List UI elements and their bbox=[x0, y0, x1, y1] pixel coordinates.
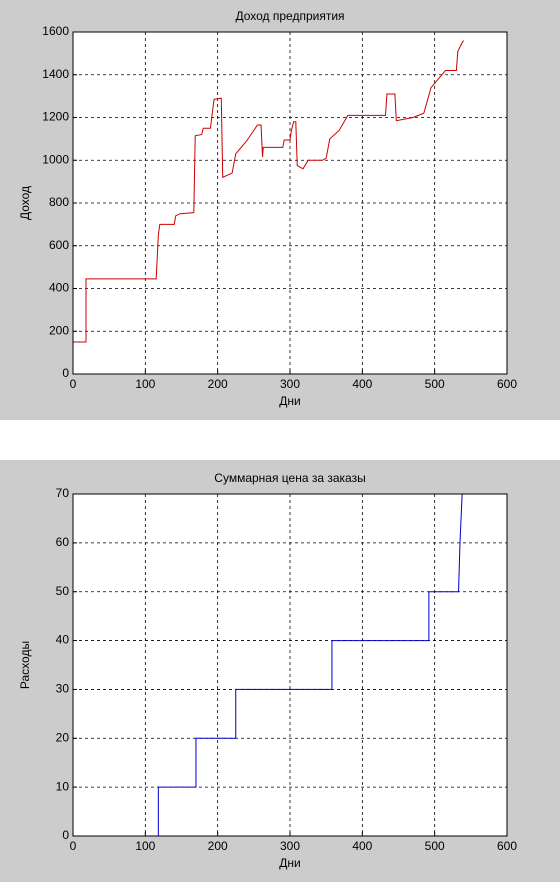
y-tick-label: 40 bbox=[56, 633, 70, 647]
y-tick-label: 30 bbox=[56, 682, 70, 696]
y-tick-label: 1600 bbox=[42, 24, 69, 38]
y-tick-label: 1400 bbox=[42, 67, 69, 81]
x-axis-label: Дни bbox=[279, 394, 300, 408]
y-axis-label: Расходы bbox=[18, 641, 32, 689]
y-tick-label: 400 bbox=[49, 281, 69, 295]
y-tick-label: 800 bbox=[49, 195, 69, 209]
y-tick-label: 70 bbox=[56, 486, 70, 500]
axes-frame bbox=[72, 493, 508, 837]
x-tick-label: 400 bbox=[352, 377, 372, 391]
data-line bbox=[73, 493, 464, 837]
chart-title: Доход предприятия bbox=[235, 9, 344, 23]
x-tick-label: 200 bbox=[208, 377, 228, 391]
y-tick-label: 0 bbox=[62, 828, 69, 842]
x-tick-label: 500 bbox=[425, 839, 445, 853]
x-tick-label: 300 bbox=[280, 377, 300, 391]
y-axis-label: Доход bbox=[18, 186, 32, 220]
axes-frame bbox=[72, 31, 508, 375]
x-tick-label: 400 bbox=[352, 839, 372, 853]
y-tick-label: 10 bbox=[56, 779, 70, 793]
x-tick-label: 200 bbox=[208, 839, 228, 853]
x-tick-label: 0 bbox=[70, 377, 77, 391]
x-tick-label: 100 bbox=[135, 839, 155, 853]
y-tick-label: 20 bbox=[56, 730, 70, 744]
y-tick-label: 1200 bbox=[42, 110, 69, 124]
x-tick-label: 500 bbox=[425, 377, 445, 391]
x-tick-label: 600 bbox=[497, 377, 517, 391]
x-axis-label: Дни bbox=[279, 856, 300, 870]
x-tick-label: 600 bbox=[497, 839, 517, 853]
y-tick-label: 60 bbox=[56, 535, 70, 549]
y-tick-label: 600 bbox=[49, 238, 69, 252]
y-tick-label: 50 bbox=[56, 584, 70, 598]
x-tick-label: 100 bbox=[135, 377, 155, 391]
y-tick-label: 200 bbox=[49, 323, 69, 337]
y-tick-label: 0 bbox=[62, 366, 69, 380]
data-line bbox=[73, 40, 465, 343]
chart-title: Суммарная цена за заказы bbox=[214, 471, 365, 485]
x-tick-label: 0 bbox=[70, 839, 77, 853]
x-tick-label: 300 bbox=[280, 839, 300, 853]
y-tick-label: 1000 bbox=[42, 152, 69, 166]
